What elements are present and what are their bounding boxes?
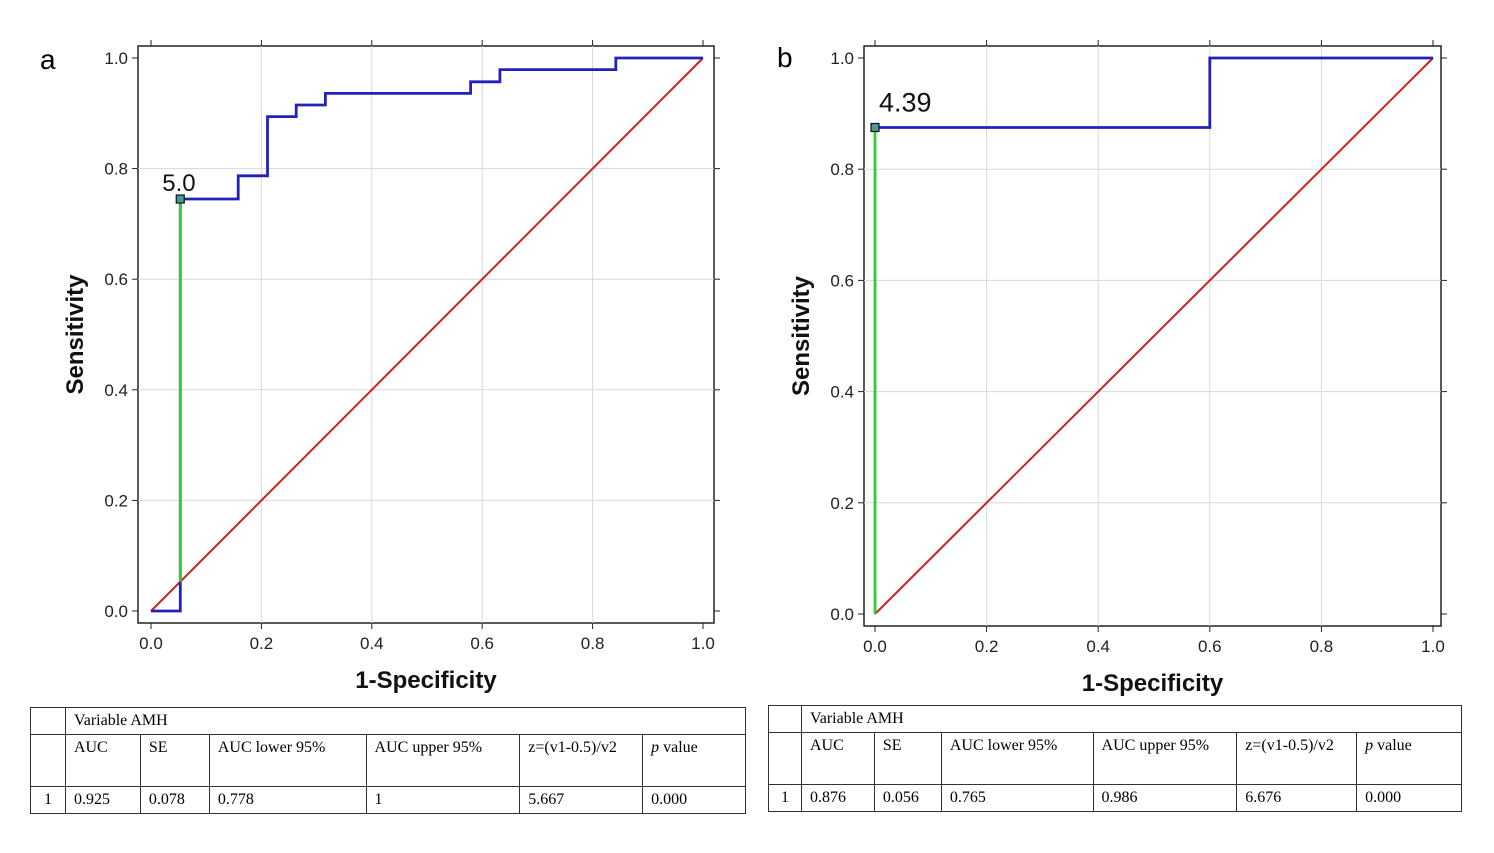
reference-line bbox=[150, 57, 704, 612]
x-axis-label: 1-Specificity bbox=[355, 667, 497, 694]
row-index: 1 bbox=[768, 784, 802, 812]
panel-letter: b bbox=[777, 42, 793, 73]
cutoff-label: 5.0 bbox=[162, 170, 195, 197]
table-cell: 0.876 bbox=[800, 784, 875, 812]
x-tick-label: 0.2 bbox=[975, 637, 999, 656]
column-header: z=(v1-0.5)/v2 bbox=[519, 734, 644, 787]
table-cell: 0.778 bbox=[208, 786, 367, 814]
x-tick-label: 0.6 bbox=[1198, 637, 1222, 656]
x-tick-label: 0.2 bbox=[250, 634, 274, 653]
y-tick-label: 0.4 bbox=[830, 383, 854, 402]
x-tick-label: 1.0 bbox=[691, 634, 715, 653]
reference-line bbox=[874, 57, 1434, 615]
table-header-row: Variable AMH bbox=[30, 707, 747, 735]
y-tick-label: 0.4 bbox=[104, 381, 128, 400]
column-header: p value bbox=[642, 734, 746, 787]
table-cell: 5.667 bbox=[519, 786, 644, 814]
table-cell: 1 bbox=[365, 786, 521, 814]
roc-panel-a: a 0.0 0.2 0.4 0.6 0.8 1.0 0.0 0.2 0.4 0.6 0.8 1.0 1-… bbox=[30, 40, 747, 814]
column-header-label: p value bbox=[651, 739, 698, 756]
table-cell: 0.925 bbox=[64, 786, 141, 814]
column-header: AUC upper 95% bbox=[1092, 732, 1238, 785]
y-tick-label: 0.0 bbox=[104, 602, 128, 621]
table-cell: 0.000 bbox=[1356, 784, 1462, 812]
cutoff-label: 4.39 bbox=[879, 88, 932, 118]
roc-panel-b: b 0.0 0.2 0.4 0.6 0.8 1.0 0.0 0.2 0.4 0.6 0.8 1.0 1-… bbox=[747, 0, 1494, 853]
stats-table: Variable AMH AUC SE AUC lower 95% AUC up… bbox=[768, 705, 1463, 812]
y-axis-label: Sensitivity bbox=[62, 274, 89, 395]
table-header-row: Variable AMH bbox=[768, 705, 1463, 733]
y-tick-label: 0.2 bbox=[830, 494, 854, 513]
cutoff-marker bbox=[175, 194, 185, 204]
stats-table: Variable AMH AUC SE AUC lower 95% AUC up… bbox=[30, 707, 747, 814]
table-row: 1 0.925 0.078 0.778 1 5.667 0.000 bbox=[30, 786, 746, 814]
table-cell: 0.765 bbox=[940, 784, 1094, 812]
y-tick-label: 0.6 bbox=[104, 270, 128, 289]
column-header: SE bbox=[873, 732, 942, 785]
column-header: AUC bbox=[64, 734, 141, 787]
variable-header: Variable AMH bbox=[64, 707, 747, 735]
y-tick-label: 0.0 bbox=[830, 605, 854, 624]
y-tick-label: 0.6 bbox=[830, 271, 854, 290]
column-header-label: p value bbox=[1365, 737, 1412, 754]
roc-curve bbox=[151, 56, 703, 613]
table-row: 1 0.876 0.056 0.765 0.986 6.676 0.000 bbox=[768, 784, 1462, 812]
x-tick-label: 0.8 bbox=[1310, 637, 1334, 656]
cutoff-marker bbox=[870, 122, 880, 133]
roc-chart: 0.0 0.2 0.4 0.6 0.8 1.0 0.0 0.2 0.4 0.6 0.8 1.0 1-Sp… bbox=[788, 40, 1447, 697]
table-cell: 0.056 bbox=[873, 784, 942, 812]
x-tick-label: 0.4 bbox=[1086, 637, 1110, 656]
variable-header: Variable AMH bbox=[800, 705, 1463, 733]
x-tick-label: 0.4 bbox=[360, 634, 384, 653]
table-column-row: AUC SE AUC lower 95% AUC upper 95% z=(v1… bbox=[30, 734, 746, 787]
table-column-row: AUC SE AUC lower 95% AUC upper 95% z=(v1… bbox=[768, 732, 1462, 785]
y-tick-label: 1.0 bbox=[830, 49, 854, 68]
index-header-cell bbox=[30, 707, 66, 735]
y-tick-label: 1.0 bbox=[104, 49, 128, 68]
table-cell: 0.000 bbox=[642, 786, 746, 814]
column-header: p value bbox=[1356, 732, 1462, 785]
y-tick-label: 0.8 bbox=[830, 160, 854, 179]
column-header: AUC bbox=[800, 732, 875, 785]
x-tick-label: 1.0 bbox=[1421, 637, 1445, 656]
column-header: z=(v1-0.5)/v2 bbox=[1236, 732, 1358, 785]
column-header: AUC lower 95% bbox=[208, 734, 367, 787]
x-tick-label: 0.0 bbox=[139, 634, 163, 653]
table-cell: 6.676 bbox=[1236, 784, 1358, 812]
x-tick-label: 0.6 bbox=[470, 634, 494, 653]
column-header: AUC upper 95% bbox=[365, 734, 521, 787]
x-axis-label: 1-Specificity bbox=[1082, 670, 1224, 697]
x-tick-label: 0.0 bbox=[863, 637, 887, 656]
y-tick-label: 0.2 bbox=[104, 491, 128, 510]
y-axis-label: Sensitivity bbox=[788, 275, 815, 396]
table-cell: 0.986 bbox=[1092, 784, 1238, 812]
y-tick-label: 0.8 bbox=[104, 160, 128, 179]
panel-letter: a bbox=[40, 44, 56, 75]
roc-chart: 0.0 0.2 0.4 0.6 0.8 1.0 0.0 0.2 0.4 0.6 0.8 1.0 1-Sp… bbox=[62, 40, 720, 694]
index-header-cell bbox=[768, 732, 802, 785]
table-cell: 0.078 bbox=[139, 786, 210, 814]
index-header-cell bbox=[30, 734, 66, 787]
roc-curve bbox=[875, 56, 1433, 129]
x-tick-label: 0.8 bbox=[581, 634, 605, 653]
index-header-cell bbox=[768, 705, 802, 733]
column-header: SE bbox=[139, 734, 210, 787]
row-index: 1 bbox=[30, 786, 66, 814]
column-header: AUC lower 95% bbox=[940, 732, 1094, 785]
